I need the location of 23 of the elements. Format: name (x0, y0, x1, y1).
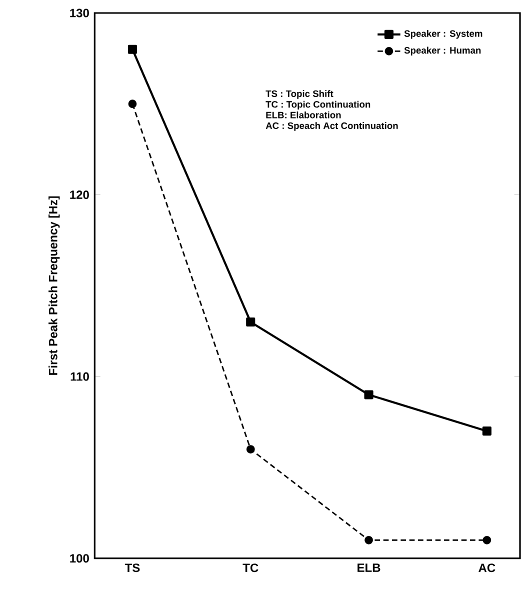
point (246, 317, 256, 327)
y-axis-title: First Peak Pitch Frequency [Hz] (48, 196, 60, 375)
y-tick-label: 100 (70, 554, 89, 563)
annotation: TC : Topic Continuation (266, 100, 370, 110)
x-tick-label: AC (478, 564, 496, 572)
annotation: TS : Topic Shift (266, 90, 334, 99)
point (128, 100, 137, 108)
y-tick-label: 110 (70, 372, 89, 381)
point (246, 445, 255, 454)
legend-label: Speaker : Human (404, 46, 481, 56)
point (482, 426, 492, 436)
y-tick-label: 130 (70, 8, 89, 18)
point (482, 536, 492, 544)
legend-label: Speaker : System (404, 30, 482, 39)
x-tick-label: TS (124, 564, 140, 572)
point (128, 44, 138, 54)
y-tick-label: 120 (70, 190, 89, 200)
annotation: AC : Speach Act Continuation (266, 122, 398, 131)
point (364, 536, 373, 544)
point (364, 390, 374, 400)
x-tick-label: ELB (358, 564, 380, 572)
x-tick-label: TC (242, 564, 258, 572)
annotation: ELB: Elaboration (266, 111, 341, 118)
